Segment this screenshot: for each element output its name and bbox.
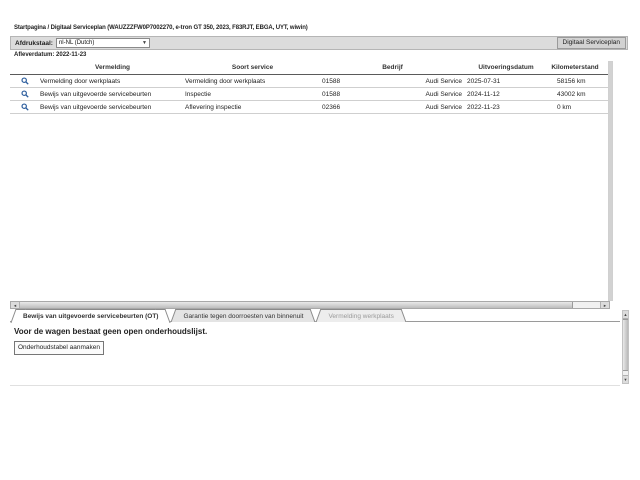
row-detail-button[interactable]: [10, 90, 40, 98]
table-vertical-scrollbar-thumb[interactable]: [609, 62, 612, 300]
tab-content-panel: Voor de wagen bestaat geen open onderhou…: [10, 322, 620, 386]
tab-vermelding-werkplaats[interactable]: Vermelding werkplaats: [322, 309, 400, 322]
cell-uitvoeringsdatum: 2024-11-12: [467, 90, 500, 98]
scroll-up-icon[interactable]: ▲: [623, 311, 628, 319]
vertical-scrollbar[interactable]: ▲ ▼: [622, 310, 629, 384]
chevron-down-icon: ▼: [141, 39, 147, 46]
cell-vermelding: Bewijs van uitgevoerde servicebeurten: [40, 103, 152, 111]
tab-strip: Bewijs van uitgevoerde servicebeurten (O…: [10, 308, 628, 323]
scroll-down-icon[interactable]: ▼: [623, 375, 628, 383]
no-open-maintenance-message: Voor de wagen bestaat geen open onderhou…: [14, 327, 208, 336]
scroll-left-icon[interactable]: ◄: [11, 302, 20, 308]
header-kilometerstand[interactable]: Kilometerstand: [551, 64, 599, 71]
cell-kilometerstand: 58156 km: [557, 77, 586, 85]
cell-kilometerstand: 0 km: [557, 103, 572, 111]
print-language-value: nl-NL (Dutch): [58, 40, 95, 46]
table-row: Bewijs van uitgevoerde servicebeurten Af…: [10, 101, 610, 114]
header-soort-service[interactable]: Soort service: [231, 64, 274, 71]
cell-uitvoeringsdatum: 2022-11-23: [467, 103, 500, 111]
cell-kilometerstand: 43002 km: [557, 90, 586, 98]
vertical-scrollbar-thumb[interactable]: [623, 319, 628, 371]
tab-garantie-doorroesten[interactable]: Garantie tegen doorroesten van binnenuit: [177, 309, 310, 322]
table-row: Bewijs van uitgevoerde servicebeurten In…: [10, 88, 610, 101]
delivery-date-label: Afleverdatum:: [14, 52, 55, 58]
header-bedrijf[interactable]: Bedrijf: [382, 64, 403, 71]
toolbar: Afdrukstaal: nl-NL (Dutch) ▼ Digitaal Se…: [10, 36, 628, 50]
row-detail-button[interactable]: [10, 103, 40, 111]
breadcrumb[interactable]: Startpagina / Digitaal Serviceplan (WAUZ…: [14, 25, 308, 31]
row-detail-button[interactable]: [10, 77, 40, 85]
cell-bedrijf-naam: Audi Service: [425, 103, 463, 111]
delivery-date-line: Afleverdatum: 2022-11-23: [14, 52, 86, 58]
print-language-select[interactable]: nl-NL (Dutch) ▼: [55, 38, 150, 48]
header-vermelding[interactable]: Vermelding: [94, 64, 131, 71]
cell-vermelding: Vermelding door werkplaats: [40, 77, 121, 85]
cell-bedrijf-nummer: 01588: [322, 77, 341, 85]
cell-bedrijf-nummer: 01588: [322, 90, 341, 98]
table-row: Vermelding door werkplaats Vermelding do…: [10, 75, 610, 88]
table-header-row: Vermelding Soort service Bedrijf Uitvoer…: [10, 61, 610, 75]
cell-soort-service: Vermelding door werkplaats: [185, 77, 266, 85]
magnifier-icon: [21, 90, 29, 98]
create-maintenance-table-button[interactable]: Onderhoudstabel aanmaken: [14, 341, 105, 355]
header-uitvoeringsdatum[interactable]: Uitvoeringsdatum: [478, 64, 534, 71]
cell-soort-service: Aflevering inspectie: [185, 103, 242, 111]
cell-bedrijf: 01588 Audi Service: [320, 91, 465, 98]
tab-bewijs-servicebeurten[interactable]: Bewijs van uitgevoerde servicebeurten (O…: [17, 309, 165, 323]
cell-vermelding: Bewijs van uitgevoerde servicebeurten: [40, 90, 152, 98]
cell-uitvoeringsdatum: 2025-07-31: [467, 77, 501, 85]
cell-bedrijf: 02366 Audi Service: [320, 104, 465, 111]
cell-bedrijf-naam: Audi Service: [425, 90, 463, 98]
service-records-table: Vermelding Soort service Bedrijf Uitvoer…: [10, 61, 610, 301]
cell-bedrijf-naam: Audi Service: [425, 77, 463, 85]
magnifier-icon: [21, 77, 29, 85]
table-vertical-scrollbar[interactable]: [608, 61, 613, 301]
horizontal-scrollbar-thumb[interactable]: [20, 302, 573, 308]
scroll-right-icon[interactable]: ►: [600, 302, 609, 308]
cell-soort-service: Inspectie: [185, 90, 212, 98]
magnifier-icon: [21, 103, 29, 111]
digitaal-serviceplan-button[interactable]: Digitaal Serviceplan: [556, 37, 626, 49]
print-language-label: Afdrukstaal:: [15, 39, 53, 47]
delivery-date-value: 2022-11-23: [56, 52, 87, 58]
cell-bedrijf: 01588 Audi Service: [320, 78, 465, 85]
cell-bedrijf-nummer: 02366: [322, 103, 341, 111]
